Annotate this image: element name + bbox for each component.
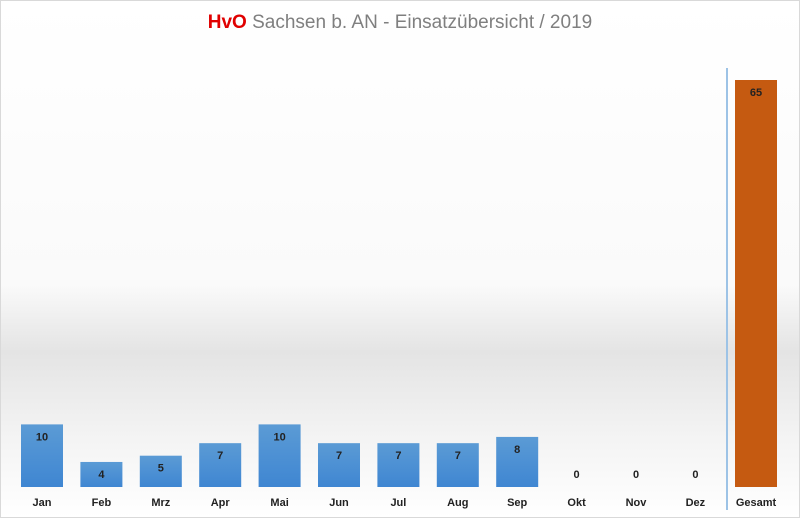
- data-label-mai: 10: [273, 431, 285, 443]
- chart-title: HvO Sachsen b. AN - Einsatzübersicht / 2…: [0, 12, 800, 34]
- x-tick-jun: Jun: [329, 497, 349, 509]
- data-label-okt: 0: [574, 469, 580, 481]
- x-tick-jan: Jan: [33, 497, 52, 509]
- bar-aug: [436, 443, 479, 487]
- title-text: Sachsen b. AN - Einsatzübersicht / 2019: [252, 12, 593, 33]
- data-label-jul: 7: [395, 450, 401, 462]
- data-label-jan: 10: [36, 431, 48, 443]
- x-tick-jul: Jul: [390, 497, 406, 509]
- data-label-aug: 7: [455, 450, 461, 462]
- x-tick-sep: Sep: [507, 497, 527, 509]
- x-tick-gesamt: Gesamt: [736, 497, 777, 509]
- bar-gesamt: [735, 80, 777, 487]
- data-label-feb: 4: [98, 469, 105, 481]
- bar-apr: [199, 443, 242, 487]
- bar-jan: [21, 424, 63, 487]
- data-label-jun: 7: [336, 450, 342, 462]
- data-label-sep: 8: [514, 444, 520, 456]
- x-tick-aug: Aug: [447, 497, 468, 509]
- x-tick-apr: Apr: [211, 497, 231, 509]
- data-label-dez: 0: [692, 469, 698, 481]
- data-label-mrz: 5: [158, 463, 164, 475]
- bar-mai: [258, 424, 301, 487]
- x-tick-okt: Okt: [567, 497, 586, 509]
- data-label-apr: 7: [217, 450, 223, 462]
- x-tick-feb: Feb: [92, 497, 112, 509]
- data-label-nov: 0: [633, 469, 639, 481]
- bar-jul: [377, 443, 420, 487]
- bar-sep: [496, 436, 539, 487]
- x-tick-nov: Nov: [626, 497, 648, 509]
- x-tick-mai: Mai: [270, 497, 288, 509]
- x-tick-mrz: Mrz: [151, 497, 170, 509]
- x-tick-dez: Dez: [686, 497, 706, 509]
- bar-mrz: [139, 455, 182, 487]
- data-label-gesamt: 65: [750, 87, 762, 99]
- bar-feb: [80, 461, 123, 487]
- bar-jun: [318, 443, 360, 487]
- title-brand: HvO: [207, 12, 247, 33]
